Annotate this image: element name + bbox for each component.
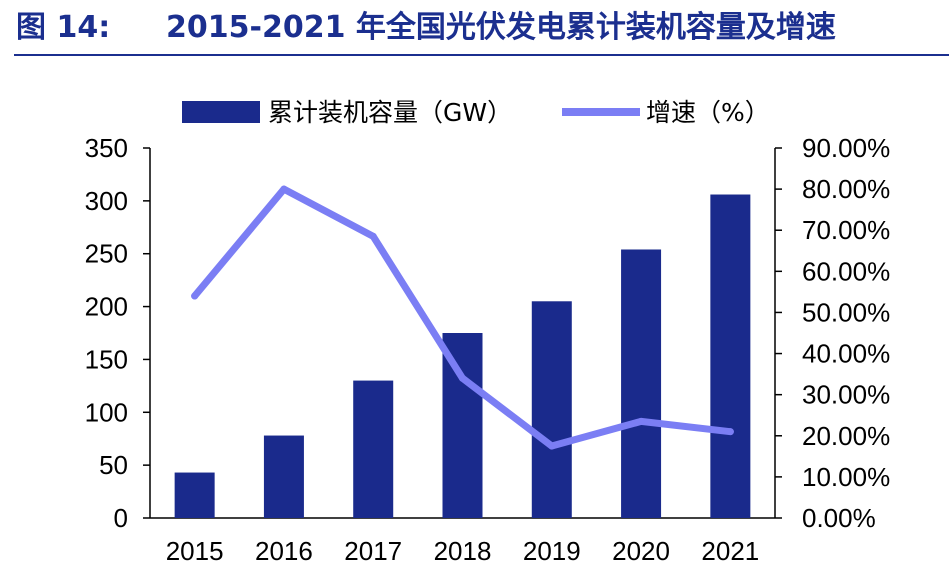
x-tick-label: 2021 (701, 536, 759, 566)
x-tick-label: 2017 (344, 536, 402, 566)
y-right-tick-label: 20.00% (802, 421, 890, 451)
bar-2015 (174, 472, 215, 518)
y-left-tick-label: 0 (114, 503, 128, 533)
legend: 累计装机容量（GW） 增速（%） (182, 98, 770, 127)
y-right-tick-label: 80.00% (802, 174, 890, 204)
y-right-tick-label: 30.00% (802, 380, 890, 410)
x-tick-label: 2019 (523, 536, 581, 566)
bar-series (174, 194, 751, 518)
y-right-tick-label: 90.00% (802, 133, 890, 163)
y-right-tick-label: 70.00% (802, 215, 890, 245)
x-tick-label: 2016 (255, 536, 313, 566)
y-right-tick-label: 10.00% (802, 462, 890, 492)
legend-line-label: 增速（%） (646, 98, 770, 127)
bar-2017 (353, 380, 394, 518)
bar-2019 (531, 301, 572, 518)
growth-point-2018 (459, 374, 466, 382)
x-tick-label: 2020 (612, 536, 670, 566)
growth-point-2019 (548, 442, 556, 450)
line-series (191, 185, 734, 450)
y-left-tick-label: 250 (85, 239, 128, 269)
figure-title: 图 14: 2015-2021 年全国光伏发电累计装机容量及增速 (16, 6, 836, 50)
legend-bar-label: 累计装机容量（GW） (268, 98, 512, 127)
title-divider (14, 54, 949, 56)
growth-point-2016 (280, 185, 288, 193)
bar-2020 (621, 249, 662, 518)
y-left-tick-label: 200 (85, 292, 128, 322)
growth-point-2015 (191, 292, 199, 300)
bar-2021 (710, 194, 751, 518)
growth-point-2021 (726, 428, 734, 436)
bar-2018 (442, 333, 483, 518)
y-left-tick-label: 100 (85, 397, 128, 427)
y-right-tick-label: 60.00% (802, 256, 890, 286)
y-left-tick-label: 300 (85, 186, 128, 216)
y-left-tick-label: 350 (85, 133, 128, 163)
y-left-tick-label: 50 (99, 450, 128, 480)
axes: 0 50 100 150 200 250 300 350 0.00% 10.00% 20.00% 30… (85, 133, 891, 566)
growth-point-2017 (369, 232, 377, 240)
y-right-tick-label: 50.00% (802, 297, 890, 327)
bar-2016 (263, 435, 304, 518)
y-right-tick-label: 40.00% (802, 339, 890, 369)
figure-title-text: 2015-2021 年全国光伏发电累计装机容量及增速 (166, 10, 836, 45)
y-left-tick-label: 150 (85, 344, 128, 374)
legend-bar-swatch (182, 101, 260, 123)
x-tick-label: 2015 (166, 536, 224, 566)
figure-label: 图 14: (16, 10, 111, 45)
growth-point-2020 (637, 417, 645, 425)
y-right-tick-label: 0.00% (802, 503, 876, 533)
x-tick-label: 2018 (434, 536, 492, 566)
